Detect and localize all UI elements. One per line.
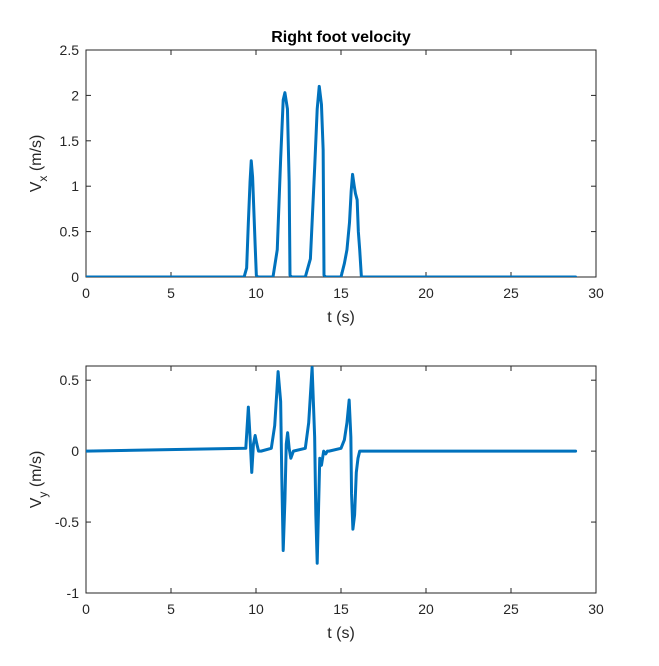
x-tick-label: 0 xyxy=(82,285,90,301)
y-axis-label-subscript: y xyxy=(36,492,50,498)
y-tick-label: 0 xyxy=(71,269,79,285)
y-tick-label: 0.5 xyxy=(60,372,80,388)
y-axis-label-main: V xyxy=(28,181,45,192)
x-tick-label: 30 xyxy=(588,285,604,301)
x-tick-label: 15 xyxy=(333,285,349,301)
x-tick-label: 20 xyxy=(418,285,434,301)
x-tick-label: 20 xyxy=(418,601,434,617)
bottom-axes: 0 5 10 15 20 25 30 -1 -0.5 0 0.5 t (s) Vy (m/s) xyxy=(28,365,604,642)
x-tick-label: 5 xyxy=(167,285,175,301)
x-tick-label: 15 xyxy=(333,601,349,617)
axes-box xyxy=(85,49,597,278)
y-tick-label: 2.5 xyxy=(60,42,80,58)
y-axis-label-main: V xyxy=(28,497,45,508)
y-tick-label: 2 xyxy=(71,87,79,103)
x-tick-label: 0 xyxy=(82,601,90,617)
series-line xyxy=(86,84,578,277)
y-axis-label: Vx (m/s) xyxy=(28,135,50,193)
x-tick-label: 30 xyxy=(588,601,604,617)
y-tick-label: 1 xyxy=(71,178,79,194)
x-tick-label: 10 xyxy=(248,601,264,617)
y-tick-label: 0.5 xyxy=(60,224,80,240)
axes-box xyxy=(85,365,597,594)
y-axis-label-unit: (m/s) xyxy=(28,451,45,492)
x-tick-label: 25 xyxy=(503,285,519,301)
y-tick-label: -0.5 xyxy=(55,514,79,530)
y-axis-label-subscript: x xyxy=(36,176,50,182)
top-axes: 0 5 10 15 20 25 30 0 0.5 1 1.5 2 2.5 t (s) Vx (m/s) xyxy=(28,42,604,326)
y-axis-label-unit: (m/s) xyxy=(28,135,45,176)
y-tick-label: 1.5 xyxy=(60,133,80,149)
x-axis-label: t (s) xyxy=(327,309,355,326)
y-tick-label: 0 xyxy=(71,443,79,459)
y-axis-label: Vy (m/s) xyxy=(28,451,50,509)
y-tick-label: -1 xyxy=(67,585,80,601)
x-tick-label: 25 xyxy=(503,601,519,617)
series-line xyxy=(86,366,578,565)
chart-title: Right foot velocity xyxy=(271,29,411,46)
x-axis-label: t (s) xyxy=(327,625,355,642)
x-tick-label: 5 xyxy=(167,601,175,617)
x-tick-label: 10 xyxy=(248,285,264,301)
